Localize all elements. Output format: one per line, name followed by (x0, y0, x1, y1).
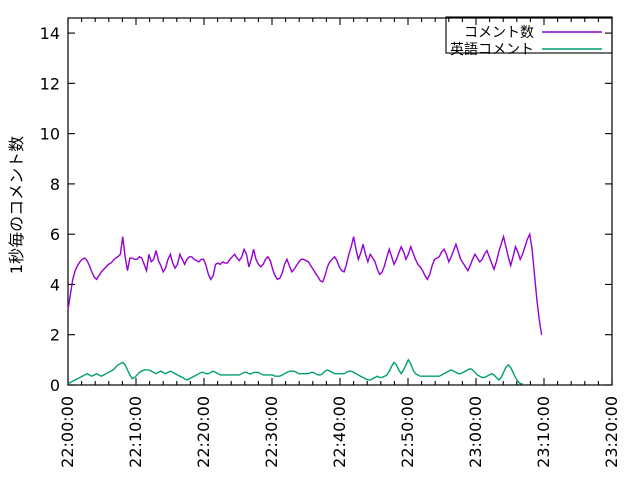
y-axis-title: 1秒毎のコメント数 (7, 136, 26, 274)
y-tick-label: 14 (40, 24, 60, 43)
x-axis-tick-labels: 22:00:00 22:10:00 22:20:00 22:30:00 22:40:00… (58, 396, 621, 468)
x-tick-label: 22:40:00 (330, 396, 349, 468)
y-tick-label: 4 (50, 275, 60, 294)
legend-label-2: 英語コメント (450, 41, 534, 58)
x-tick-label: 22:00:00 (58, 396, 77, 468)
plot-frame (67, 17, 613, 386)
legend-frame (445, 16, 613, 54)
y-axis-tick-labels: 0 2 4 6 8 10 12 14 (40, 24, 60, 395)
x-tick-label: 22:10:00 (126, 396, 145, 468)
x-tick-label: 22:30:00 (262, 396, 281, 468)
y-tick-label: 6 (50, 225, 60, 244)
x-tick-label: 22:50:00 (398, 396, 417, 468)
x-tick-label: 22:20:00 (194, 396, 213, 468)
legend-label-1: コメント数 (464, 25, 534, 41)
y-tick-label: 12 (40, 74, 60, 93)
x-tick-label: 23:00:00 (466, 396, 485, 468)
y-tick-label: 2 (50, 326, 60, 345)
y-tick-label: 8 (50, 175, 60, 194)
series-line-1 (67, 231, 543, 335)
y-tick-label: 10 (40, 125, 60, 144)
y-tick-label: 0 (50, 376, 60, 395)
x-tick-label: 23:10:00 (534, 396, 553, 468)
series-layer (67, 231, 543, 385)
x-axis-tick-marks (67, 18, 613, 385)
series-line-2 (67, 358, 523, 385)
x-tick-label: 23:20:00 (602, 396, 621, 468)
